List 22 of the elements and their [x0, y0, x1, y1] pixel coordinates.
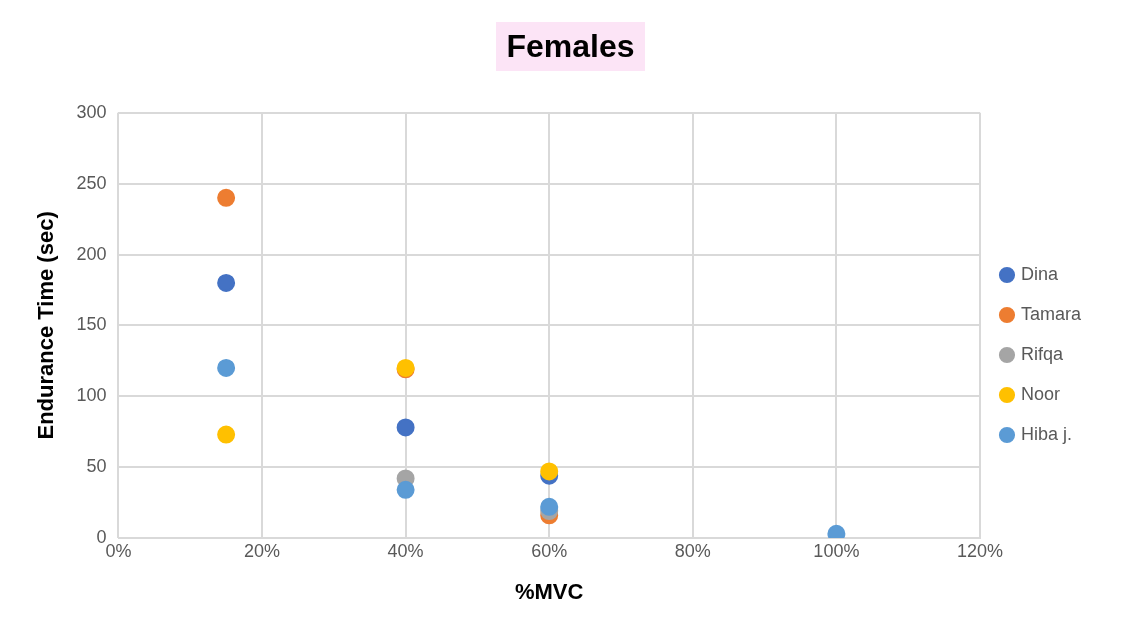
chart-title: Females	[496, 22, 645, 71]
x-tick-label: 20%	[244, 540, 281, 561]
x-tick-label: 100%	[813, 540, 860, 561]
y-tick-label: 300	[76, 101, 107, 122]
x-axis-title: %MVC	[514, 578, 584, 604]
x-tick-label: 80%	[674, 540, 711, 561]
x-tick-label: 0%	[105, 540, 132, 561]
y-tick-label: 200	[76, 243, 107, 264]
legend-label: Hiba j.	[1020, 423, 1073, 444]
legend-label: Tamara	[1020, 303, 1082, 324]
y-axis-title: Endurance Time (sec)	[33, 211, 59, 440]
y-tick-label: 100	[76, 385, 107, 406]
y-tick-label: 150	[76, 314, 107, 335]
legend-label: Rifqa	[1020, 343, 1064, 364]
x-tick-label: 40%	[387, 540, 424, 561]
legend-label: Dina	[1020, 263, 1059, 284]
x-tick-label: 60%	[531, 540, 568, 561]
y-tick-label: 250	[76, 172, 107, 193]
x-tick-label: 120%	[956, 540, 1003, 561]
legend-label: Noor	[1020, 383, 1060, 404]
y-tick-label: 50	[86, 456, 107, 477]
y-tick-label: 0	[96, 526, 107, 547]
